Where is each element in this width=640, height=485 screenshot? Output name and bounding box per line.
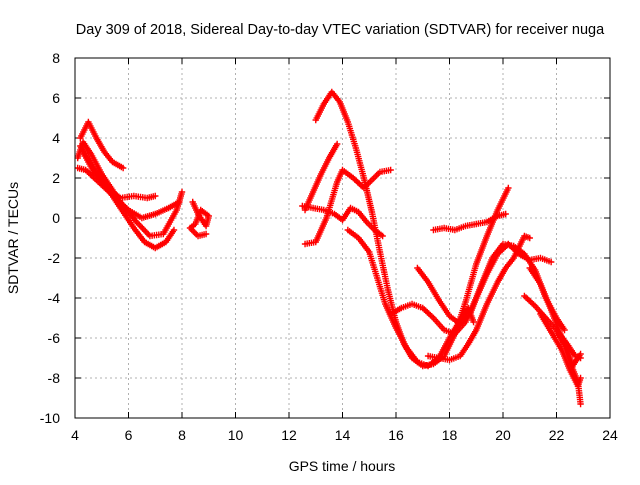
x-tick-label: 6 <box>125 427 133 443</box>
chart-title: Day 309 of 2018, Sidereal Day-to-day VTE… <box>76 22 605 38</box>
data-point <box>152 192 159 200</box>
series-track-b2 <box>301 166 394 248</box>
x-tick-label: 22 <box>549 427 565 443</box>
y-tick-label: -10 <box>40 410 60 426</box>
data-point <box>178 188 186 196</box>
x-tick-label: 18 <box>442 427 458 443</box>
y-tick-label: 8 <box>52 50 60 66</box>
y-tick-label: -6 <box>48 330 61 346</box>
data-point <box>170 226 178 234</box>
data-point <box>333 140 341 148</box>
data-point <box>577 400 584 408</box>
series-track-a6 <box>186 198 212 240</box>
x-tick-label: 24 <box>602 427 618 443</box>
x-tick-label: 16 <box>388 427 404 443</box>
data-points <box>74 88 584 408</box>
plot-frame <box>74 57 611 419</box>
series-track-a1 <box>77 118 127 172</box>
data-point <box>379 232 386 240</box>
data-point <box>526 234 533 242</box>
data-point <box>577 374 584 382</box>
y-tick-label: 0 <box>52 210 60 226</box>
series-track-b8 <box>430 210 509 234</box>
data-point <box>387 166 394 174</box>
x-tick-label: 10 <box>228 427 244 443</box>
x-tick-label: 14 <box>335 427 351 443</box>
data-point <box>577 350 584 358</box>
series-track-b13 <box>553 328 584 370</box>
y-tick-label: -8 <box>48 370 61 386</box>
y-tick-label: -2 <box>48 250 61 266</box>
data-point <box>505 184 512 192</box>
data-point <box>119 164 127 172</box>
y-axis-label: SDTVAR / TECUs <box>5 182 21 294</box>
y-tick-label: 2 <box>52 170 60 186</box>
x-tick-label: 8 <box>178 427 186 443</box>
y-tick-label: 4 <box>52 130 60 146</box>
x-tick-label: 4 <box>71 427 79 443</box>
series-track-b4 <box>299 202 386 240</box>
y-tick-label: 6 <box>52 90 60 106</box>
series-track-b9 <box>424 232 533 364</box>
x-axis-label: GPS time / hours <box>289 458 396 474</box>
series-track-b12 <box>537 310 584 390</box>
data-point <box>202 230 210 238</box>
x-tick-label: 20 <box>495 427 511 443</box>
data-point <box>176 198 183 206</box>
data-point <box>470 318 477 326</box>
x-tick-label: 12 <box>281 427 297 443</box>
y-tick-label: -4 <box>48 290 61 306</box>
data-point <box>561 326 568 334</box>
data-point <box>547 258 555 266</box>
data-point <box>502 210 509 218</box>
series-track-a5 <box>77 142 178 252</box>
